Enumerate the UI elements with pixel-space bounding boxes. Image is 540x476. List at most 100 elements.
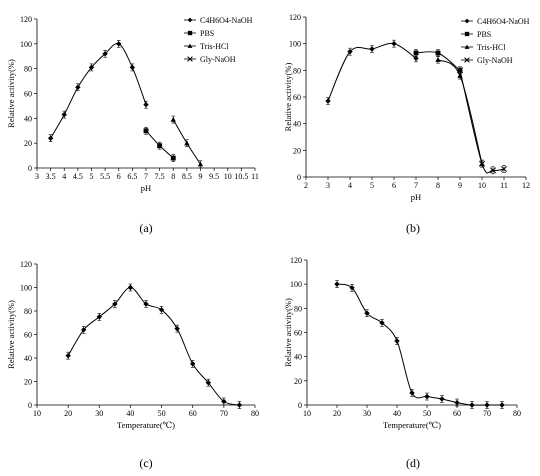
- y-tick-label: 0: [298, 401, 302, 410]
- x-tick-label: 50: [423, 409, 431, 418]
- data-point: [439, 396, 445, 402]
- y-tick-label: 80: [24, 65, 32, 74]
- data-point: [81, 327, 87, 333]
- series-line: [50, 42, 147, 139]
- y-tick-label: 60: [24, 331, 32, 340]
- y-tick-label: 120: [20, 15, 32, 24]
- panel-caption: (d): [406, 456, 420, 470]
- x-axis-title: pH: [141, 183, 151, 193]
- data-point: [469, 402, 475, 408]
- legend-entry: Gly-NaOH: [477, 56, 513, 65]
- y-tick-label: 80: [294, 304, 302, 313]
- x-tick-label: 5: [90, 172, 94, 181]
- y-tick-label: 80: [293, 66, 301, 75]
- x-tick-label: 30: [363, 409, 371, 418]
- y-tick-label: 80: [24, 307, 32, 316]
- x-tick-label: 6.5: [127, 172, 137, 181]
- data-point: [157, 143, 163, 149]
- data-point: [174, 325, 180, 332]
- data-point: [349, 285, 355, 291]
- x-tick-label: 9: [199, 172, 203, 181]
- data-point: [112, 301, 118, 307]
- data-point: [65, 352, 71, 359]
- y-axis-title: Relative activity(%): [283, 298, 293, 367]
- data-point: [413, 55, 419, 62]
- data-point: [454, 399, 460, 406]
- y-tick-label: 20: [293, 146, 301, 155]
- x-tick-label: 11: [251, 172, 259, 181]
- x-tick-label: 7: [144, 172, 148, 181]
- legend-entry: Tris-HCl: [477, 43, 506, 52]
- data-point: [334, 281, 340, 287]
- legend-marker: [187, 30, 193, 36]
- data-point: [413, 50, 419, 56]
- data-point: [102, 51, 108, 57]
- x-tick-label: 3: [35, 172, 39, 181]
- legend-entry: PBS: [200, 29, 214, 38]
- data-point: [364, 310, 370, 316]
- legend-entry: C4H6O4-NaOH: [477, 17, 530, 26]
- x-axis-title: Temperature(℃): [117, 420, 175, 430]
- data-point: [170, 155, 176, 161]
- y-tick-label: 40: [293, 120, 301, 129]
- data-point: [205, 379, 211, 386]
- x-tick-label: 7.5: [155, 172, 165, 181]
- legend-entry: PBS: [477, 30, 491, 39]
- data-point: [456, 67, 464, 74]
- data-point: [391, 40, 397, 47]
- y-axis-title: Relative activity(%): [283, 62, 293, 131]
- chart-panel-a: 3 3.5 4 4.5 5 5.5 6 6.5 7 7.5 8 8.5 9 9.5 10 10.5 11 0 20 4…: [6, 15, 259, 235]
- x-tick-label: 8: [436, 181, 440, 190]
- x-tick-label: 12: [522, 181, 530, 190]
- legend-marker: [187, 43, 193, 48]
- panel-caption: (b): [406, 221, 420, 235]
- y-tick-label: 20: [294, 377, 302, 386]
- x-tick-label: 20: [333, 409, 341, 418]
- y-tick-label: 0: [297, 173, 301, 182]
- x-tick-label: 70: [220, 409, 228, 418]
- x-tick-label: 7: [414, 181, 418, 190]
- data-point: [424, 393, 430, 400]
- legend-entry: C4H6O4-NaOH: [200, 16, 253, 25]
- legend-marker: [464, 31, 470, 37]
- chart-panel-d: 10 20 30 40 50 60 70 80 0 20 40 60 80 100 120 Temperatu…: [283, 256, 521, 470]
- x-tick-label: 30: [95, 409, 103, 418]
- y-axis-title: Relative activity(%): [6, 59, 16, 128]
- series-line: [459, 70, 505, 174]
- legend-entry: Tris-HCl: [200, 42, 229, 51]
- x-tick-label: 6: [117, 172, 121, 181]
- x-tick-label: 6: [392, 181, 396, 190]
- x-tick-label: 50: [158, 409, 166, 418]
- y-axis-title: Relative activity(%): [6, 300, 16, 369]
- data-point: [127, 284, 134, 291]
- y-tick-label: 60: [294, 329, 302, 338]
- y-tick-label: 60: [24, 90, 32, 99]
- x-tick-label: 4.5: [73, 172, 83, 181]
- legend-marker: [187, 17, 193, 23]
- x-tick-label: 60: [189, 409, 197, 418]
- data-point: [347, 48, 353, 55]
- y-tick-label: 0: [28, 164, 32, 173]
- data-point: [394, 338, 400, 344]
- data-point: [500, 165, 508, 173]
- data-point: [221, 398, 227, 405]
- y-tick-label: 40: [24, 114, 32, 123]
- data-point: [75, 84, 81, 90]
- x-tick-label: 70: [483, 409, 491, 418]
- x-tick-label: 5: [370, 181, 374, 190]
- data-point: [435, 56, 441, 62]
- data-point: [143, 128, 149, 134]
- data-point: [116, 41, 122, 47]
- legend-marker: [464, 18, 470, 24]
- legend-marker: [187, 56, 193, 62]
- x-tick-label: 10: [224, 172, 232, 181]
- x-tick-label: 60: [453, 409, 461, 418]
- data-point: [47, 135, 54, 141]
- y-tick-label: 100: [289, 40, 301, 49]
- data-point: [484, 402, 490, 408]
- legend-marker: [464, 44, 470, 49]
- legend-entry: Gly-NaOH: [200, 55, 236, 64]
- panel-caption: (a): [139, 221, 152, 235]
- x-tick-label: 4: [348, 181, 352, 190]
